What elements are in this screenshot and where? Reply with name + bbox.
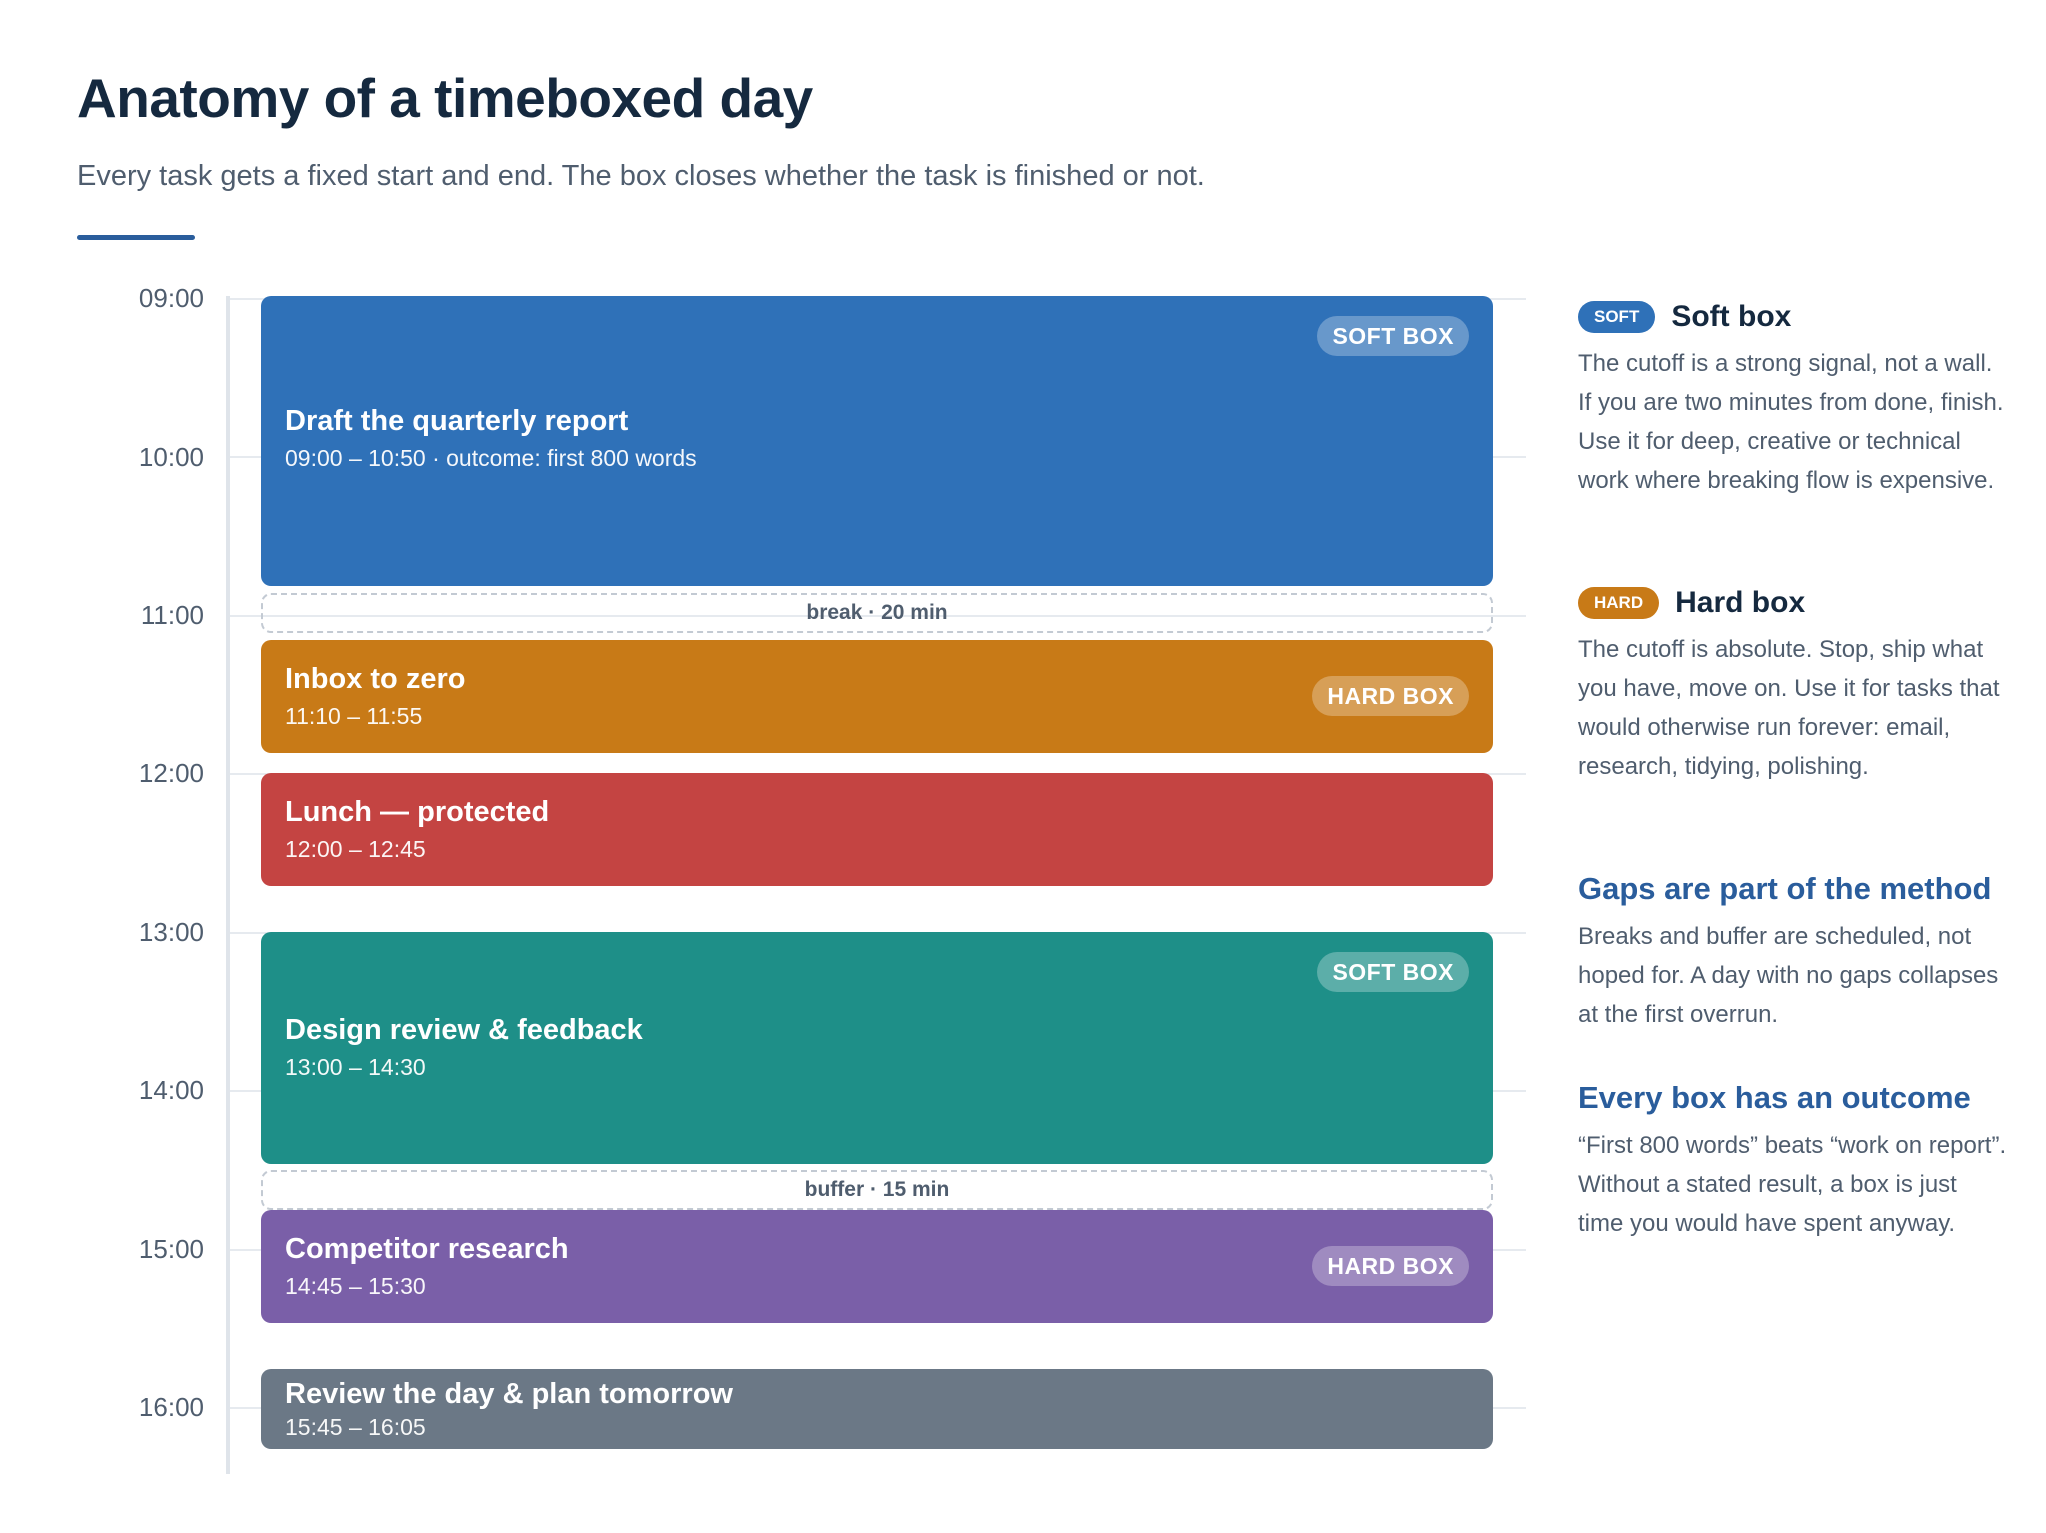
legend-soft-title: Soft box bbox=[1671, 300, 1792, 333]
legend-gaps: Gaps are part of the method Breaks and b… bbox=[1578, 871, 2008, 1034]
soft-box-tag: SOFT BOX bbox=[1317, 952, 1469, 992]
hour-label: 10:00 bbox=[138, 442, 204, 472]
block-title: Design review & feedback bbox=[285, 1014, 643, 1046]
break-gap: break · 20 min bbox=[261, 593, 1493, 633]
hour-label: 16:00 bbox=[138, 1392, 204, 1422]
block-time: 09:00 – 10:50 · outcome: first 800 words bbox=[285, 445, 697, 471]
accent-divider bbox=[77, 235, 195, 240]
timebox-block[interactable]: Lunch — protected 12:00 – 12:45 bbox=[261, 773, 1493, 886]
legend-soft: SOFT Soft box The cutoff is a strong sig… bbox=[1578, 300, 2008, 500]
block-time: 13:00 – 14:30 bbox=[285, 1054, 426, 1080]
legend-gaps-title: Gaps are part of the method bbox=[1578, 871, 1992, 906]
block-title: Lunch — protected bbox=[285, 796, 550, 828]
block-time: 15:45 – 16:05 bbox=[285, 1414, 426, 1440]
legend-gaps-body: Breaks and buffer are scheduled, not hop… bbox=[1578, 923, 1999, 1028]
soft-pill: SOFT bbox=[1578, 301, 1656, 333]
page-subtitle: Every task gets a fixed start and end. T… bbox=[77, 160, 1205, 192]
legend-hard: HARD Hard box The cutoff is absolute. St… bbox=[1578, 586, 2008, 786]
timebox-block[interactable]: SOFT BOX Draft the quarterly report 09:0… bbox=[261, 296, 1493, 586]
hard-box-tag: HARD BOX bbox=[1312, 1246, 1469, 1286]
timebox-block[interactable]: Review the day & plan tomorrow 15:45 – 1… bbox=[261, 1369, 1493, 1449]
hour-label: 14:00 bbox=[138, 1075, 204, 1105]
hour-label: 13:00 bbox=[138, 917, 204, 947]
time-axis-line bbox=[226, 296, 230, 1474]
block-time: 14:45 – 15:30 bbox=[285, 1273, 426, 1299]
timebox-block[interactable]: HARD BOX Competitor research 14:45 – 15:… bbox=[261, 1210, 1493, 1323]
hard-box-tag: HARD BOX bbox=[1312, 676, 1469, 716]
legend-hard-body: The cutoff is absolute. Stop, ship what … bbox=[1578, 636, 2000, 780]
hour-label: 12:00 bbox=[138, 758, 204, 788]
timebox-block[interactable]: SOFT BOX Design review & feedback 13:00 … bbox=[261, 932, 1493, 1164]
block-title: Inbox to zero bbox=[285, 663, 466, 695]
soft-box-tag: SOFT BOX bbox=[1317, 316, 1469, 356]
block-title: Competitor research bbox=[285, 1233, 569, 1265]
hour-label: 15:00 bbox=[138, 1234, 204, 1264]
hour-gridline bbox=[230, 615, 1526, 617]
legend-outcome-title: Every box has an outcome bbox=[1578, 1080, 1971, 1115]
hour-label: 09:00 bbox=[138, 283, 204, 313]
buffer-gap: buffer · 15 min bbox=[261, 1170, 1493, 1210]
timebox-block[interactable]: HARD BOX Inbox to zero 11:10 – 11:55 bbox=[261, 640, 1493, 753]
block-time: 12:00 – 12:45 bbox=[285, 836, 426, 862]
hard-pill: HARD bbox=[1578, 587, 1660, 619]
legend-soft-body: The cutoff is a strong signal, not a wal… bbox=[1578, 350, 2004, 494]
block-title: Draft the quarterly report bbox=[285, 405, 629, 437]
block-time: 11:10 – 11:55 bbox=[285, 703, 423, 729]
hour-label: 11:00 bbox=[140, 600, 204, 630]
block-title: Review the day & plan tomorrow bbox=[285, 1378, 733, 1410]
legend-outcome: Every box has an outcome “First 800 word… bbox=[1578, 1080, 2008, 1243]
legend-hard-title: Hard box bbox=[1675, 586, 1806, 619]
page-title: Anatomy of a timeboxed day bbox=[77, 67, 813, 129]
legend-outcome-body: “First 800 words” beats “work on report”… bbox=[1578, 1132, 2007, 1237]
